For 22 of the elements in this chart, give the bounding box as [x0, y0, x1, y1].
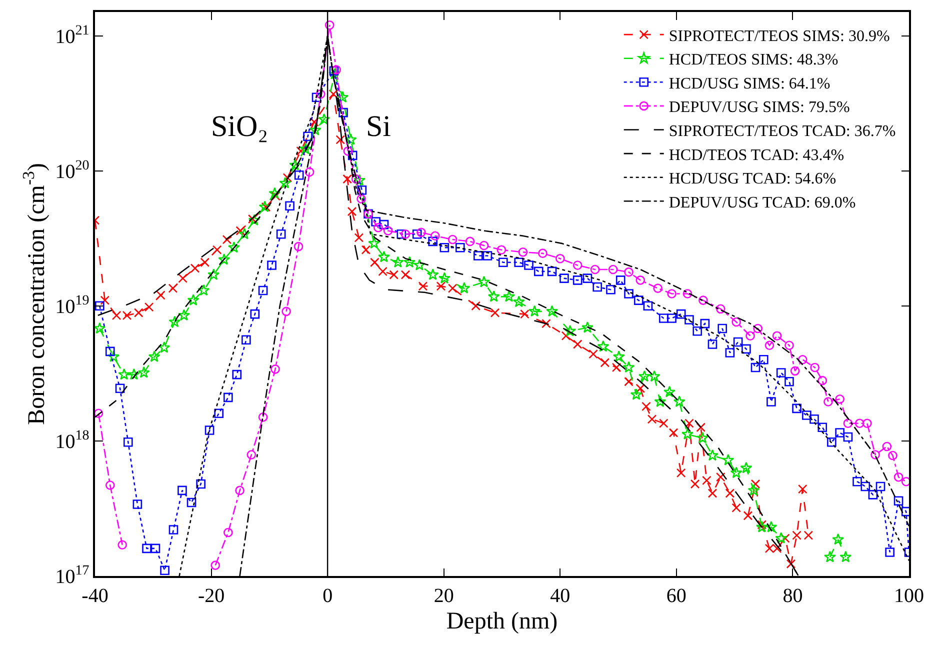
- x-axis-title: Depth (nm): [446, 608, 558, 635]
- y-tick-label: 10$^{20}$: [55, 158, 90, 183]
- annotation: Si: [366, 110, 392, 143]
- x-tick-label: 40: [550, 584, 570, 607]
- x-tick-label: 100: [894, 584, 924, 607]
- x-tick-label: 20: [434, 584, 454, 607]
- x-tick-label: 0: [322, 584, 333, 607]
- legend-label: HCD/TEOS SIMS: 48.3%: [668, 52, 838, 69]
- x-tick-label: 60: [666, 584, 686, 607]
- legend-label: DEPUV/USG TCAD: 69.0%: [668, 194, 856, 212]
- annotation: SiO₂: [211, 110, 268, 143]
- x-tick-label: 80: [782, 584, 803, 607]
- legend-label: HCD/USG SIMS: 64.1%: [668, 75, 830, 92]
- legend-label: SIPROTECT/TEOS TCAD: 36.7%: [668, 122, 896, 140]
- legend-label: DEPUV/USG SIMS: 79.5%: [668, 99, 850, 116]
- legend-label: HCD/TEOS TCAD: 43.4%: [668, 146, 844, 164]
- y-tick-label: 10$^{21}$: [55, 23, 90, 48]
- x-tick-label: -20: [198, 584, 225, 607]
- legend-label: SIPROTECT/TEOS SIMS: 30.9%: [668, 28, 890, 45]
- y-tick-label: 10$^{19}$: [55, 293, 90, 318]
- legend-label: HCD/USG TCAD: 54.6%: [668, 170, 836, 188]
- y-tick-label: 10$^{18}$: [55, 428, 90, 453]
